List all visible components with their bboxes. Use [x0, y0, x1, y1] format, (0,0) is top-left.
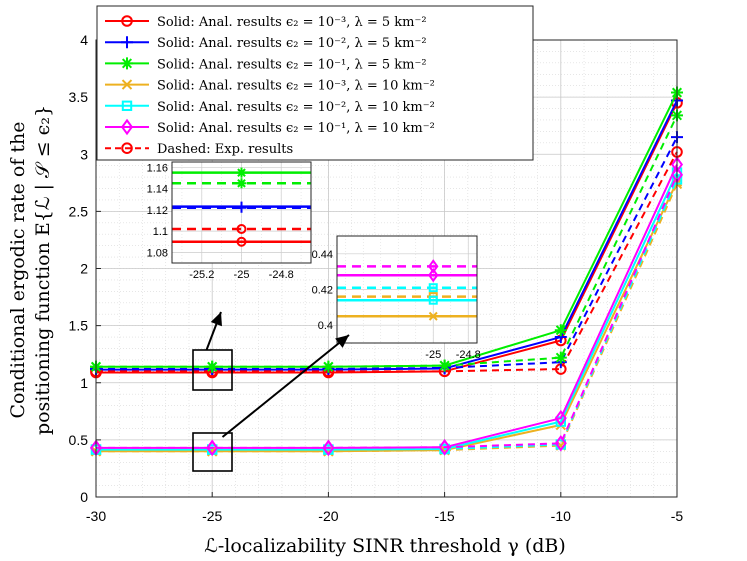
data-point-s11-2	[322, 439, 335, 457]
legend: Solid: Anal. results ϵ₂ = 10⁻³, λ = 5 km…	[96, 5, 534, 161]
x-tick-label: -20	[318, 508, 338, 524]
legend-swatch-marker-4	[121, 100, 133, 111]
data-point-s5-4	[554, 409, 567, 427]
inset-y-tick-label: 1.14	[147, 184, 168, 196]
y-tick-label: 1.5	[69, 318, 89, 334]
legend-swatch-marker-5	[120, 118, 134, 136]
inset-marker-2	[428, 283, 438, 293]
x-tick-label: -5	[671, 508, 684, 524]
zoom-arrow-line	[221, 334, 350, 438]
y-tick-label: 2.5	[69, 203, 89, 219]
inset-marker-1	[428, 268, 439, 283]
inset-y-tick-label: 0.42	[312, 285, 333, 297]
legend-entry-1: Solid: Anal. results ϵ₂ = 10⁻², λ = 5 km…	[157, 36, 427, 51]
data-point-s11-3	[438, 439, 451, 456]
y-tick-label: 1	[80, 375, 88, 391]
legend-entry-2: Solid: Anal. results ϵ₂ = 10⁻¹, λ = 5 km…	[157, 57, 427, 72]
inset-marker-4	[428, 295, 438, 305]
y-tick-label: 0	[80, 489, 88, 505]
legend-entry-4: Solid: Anal. results ϵ₂ = 10⁻², λ = 10 k…	[157, 100, 435, 115]
legend-entry-6: Dashed: Exp. results	[157, 142, 293, 157]
legend-box	[96, 5, 534, 161]
y-tick-label: 4	[80, 32, 88, 48]
x-tick-label: -25	[202, 508, 222, 524]
y-tick-label: 3.5	[69, 89, 89, 105]
inset-marker-1	[236, 178, 247, 189]
inset-x-tick-label: -24.8	[269, 269, 294, 281]
inset-marker-0	[236, 167, 247, 178]
inset-frame	[171, 161, 312, 264]
inset-x-tick-label: -25.2	[189, 269, 214, 281]
data-point-s2-4	[554, 324, 567, 337]
inset-marker-5	[236, 236, 247, 247]
x-tick-label: -15	[434, 508, 454, 524]
y-tick-label: 0.5	[69, 432, 89, 448]
inset-marker-0	[428, 259, 439, 274]
inset-x-tick-label: -25	[234, 269, 250, 281]
legend-swatch-marker-1	[121, 36, 133, 49]
legend-entry-3: Solid: Anal. results ϵ₂ = 10⁻³, λ = 10 k…	[157, 79, 435, 94]
legend-entry-5: Solid: Anal. results ϵ₂ = 10⁻¹, λ = 10 k…	[157, 121, 435, 136]
data-point-s8-1	[206, 360, 219, 373]
y-tick-label: 3	[80, 146, 88, 162]
inset-marker-4	[236, 223, 247, 234]
data-point-s11-4	[554, 435, 567, 452]
inset-upper: -25.2 -25 -24.8 1.08 1.1 1.12 1.14 1.16	[147, 161, 312, 391]
legend-swatch-marker-2	[121, 57, 133, 70]
data-point-s8-4	[554, 351, 567, 364]
y-tick-label: 2	[80, 261, 88, 277]
zoom-box	[192, 432, 233, 472]
data-point-s8-3	[438, 359, 451, 372]
legend-swatch-marker-6	[121, 142, 133, 154]
y-axis-label-line1: Conditional ergodic rate of the	[7, 121, 29, 418]
legend-swatch-marker-3	[121, 79, 133, 90]
inset-y-tick-label: 0.44	[312, 249, 333, 261]
x-tick-label: -10	[551, 508, 571, 524]
legend-swatch-marker-0	[121, 15, 133, 27]
data-point-s11-1	[206, 439, 219, 457]
inset-y-tick-label: 1.08	[147, 247, 168, 259]
zoom-box	[192, 349, 233, 391]
inset-y-tick-label: 1.1	[153, 226, 168, 238]
inset-y-tick-label: 0.4	[318, 320, 333, 332]
inset-x-tick-label: -25	[425, 349, 441, 361]
inset-y-tick-label: 1.12	[147, 205, 168, 217]
inset-x-tick-label: -24.8	[456, 349, 481, 361]
x-tick-label: -30	[86, 508, 106, 524]
inset-frame	[336, 235, 478, 344]
inset-lower: -25 -24.8 0.4 0.42 0.44	[192, 235, 481, 472]
data-point-s8-2	[322, 360, 335, 373]
y-axis-label-line2: positioning function E{ℒ | 𝒮 ≤ ϵ₂}	[32, 105, 54, 435]
inset-y-tick-label: 1.16	[147, 162, 168, 174]
zoom-arrow-head	[335, 335, 349, 348]
x-axis-label: ℒ-localizability SINR threshold γ (dB)	[204, 535, 566, 557]
zoom-arrow-head	[210, 312, 222, 327]
inset-marker-5	[428, 311, 438, 321]
inset-marker-3	[236, 202, 247, 213]
legend-entry-0: Solid: Anal. results ϵ₂ = 10⁻³, λ = 5 km…	[157, 15, 427, 30]
